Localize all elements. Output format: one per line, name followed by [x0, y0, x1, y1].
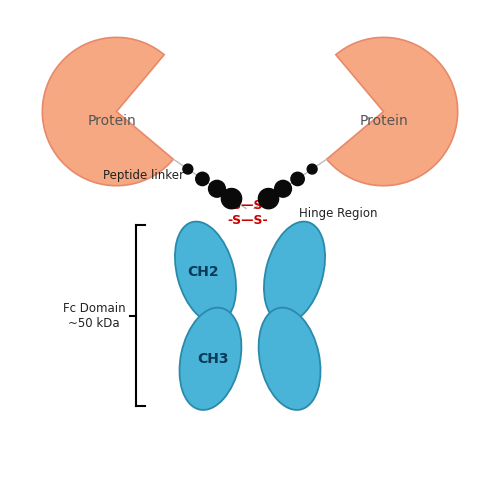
Circle shape [222, 188, 242, 209]
Circle shape [196, 172, 209, 186]
Ellipse shape [175, 222, 236, 323]
Wedge shape [42, 38, 173, 186]
Text: -S—S-: -S—S- [227, 214, 268, 228]
Circle shape [274, 180, 291, 197]
Wedge shape [326, 38, 458, 186]
Text: -S—S-: -S—S- [227, 200, 268, 212]
Text: Fc Domain
~50 kDa: Fc Domain ~50 kDa [63, 302, 126, 330]
Circle shape [183, 164, 193, 174]
Ellipse shape [180, 308, 242, 410]
Text: CH2: CH2 [187, 265, 219, 279]
Text: Hinge Region: Hinge Region [300, 207, 378, 220]
Circle shape [258, 188, 278, 209]
Circle shape [208, 180, 226, 197]
Ellipse shape [264, 222, 325, 323]
Text: Protein: Protein [359, 114, 408, 128]
Text: Protein: Protein [87, 114, 136, 128]
Text: CH3: CH3 [197, 352, 228, 366]
Circle shape [291, 172, 304, 186]
Text: Peptide linker: Peptide linker [103, 170, 184, 182]
Circle shape [307, 164, 317, 174]
Ellipse shape [258, 308, 320, 410]
